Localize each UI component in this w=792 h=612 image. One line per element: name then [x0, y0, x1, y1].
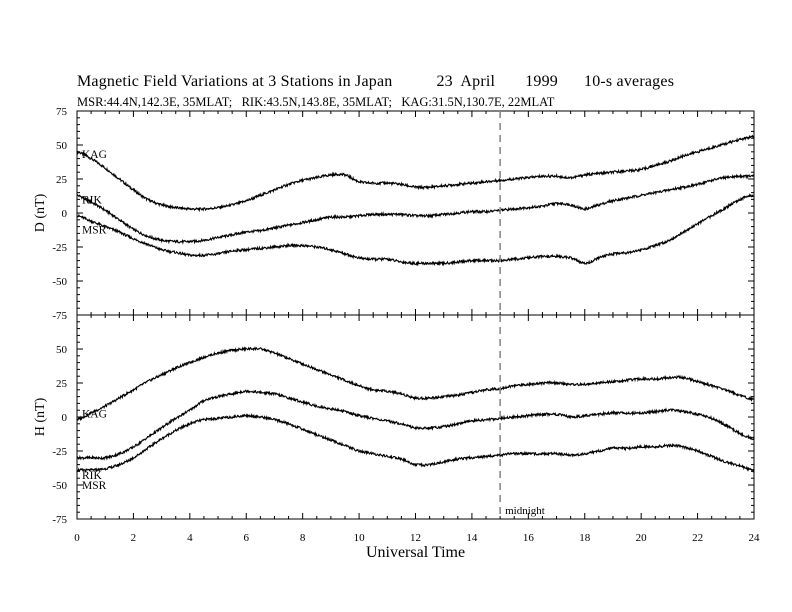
x-tick-label: 12 [410, 532, 421, 544]
x-tick-label: 0 [74, 532, 80, 544]
x-tick-label: 2 [131, 532, 137, 544]
y-tick-label: 75 [56, 106, 68, 118]
series-line-rik-1 [76, 173, 755, 245]
x-tick-label: 10 [354, 532, 366, 544]
midnight-annotation: midnight [505, 505, 545, 517]
y-axis-label-1: D (nT) [33, 193, 48, 232]
y-tick-label: -75 [52, 514, 67, 526]
x-tick-label: 14 [466, 532, 478, 544]
y-tick-label: 25 [56, 174, 68, 186]
y-tick-label: -25 [52, 242, 67, 254]
chart-title-averaging: 10-s averages [584, 73, 675, 90]
y-tick-label: 50 [56, 140, 68, 152]
x-tick-label: 16 [523, 532, 535, 544]
series-label-rik-2: RIK [82, 470, 103, 482]
x-axis-label: Universal Time [366, 544, 465, 561]
x-tick-label: 6 [244, 532, 250, 544]
y-tick-label: -50 [52, 480, 67, 492]
series-line-kag-2 [76, 346, 755, 422]
series-label-kag-2: KAG [82, 409, 107, 421]
chart-title-year: 1999 [525, 73, 558, 90]
series-label-rik-1: RIK [82, 194, 103, 206]
x-tick-label: 4 [187, 532, 193, 544]
series-label-msr-2: MSR [82, 480, 107, 492]
x-tick-label: 8 [300, 532, 306, 544]
y-tick-label: 0 [62, 208, 68, 220]
y-tick-label: 0 [62, 412, 68, 424]
y-tick-label: -75 [52, 310, 67, 322]
series-line-kag-1 [76, 134, 755, 213]
x-tick-label: 18 [579, 532, 591, 544]
chart-title: Magnetic Field Variations at 3 Stations … [77, 73, 674, 91]
series-line-rik-2 [76, 389, 755, 461]
chart-subtitle: MSR:44.4N,142.3E, 35MLAT; RIK:43.5N,143.… [77, 95, 555, 109]
x-tick-label: 20 [636, 532, 648, 544]
y-tick-label: -50 [52, 276, 67, 288]
series-label-msr-1: MSR [82, 225, 107, 237]
series-line-msr-1 [76, 193, 755, 267]
y-axis-label-2: H (nT) [33, 397, 48, 436]
y-tick-label: 25 [56, 378, 68, 390]
x-tick-label: 24 [749, 532, 761, 544]
chart-title-main: Magnetic Field Variations at 3 Stations … [77, 73, 393, 90]
x-tick-label: 22 [692, 532, 703, 544]
chart-title-date: 23 April [436, 73, 496, 90]
y-tick-label: 50 [56, 344, 68, 356]
series-line-msr-2 [76, 412, 755, 474]
series-label-kag-1: KAG [82, 149, 107, 161]
panel-frame-1 [76, 110, 755, 316]
y-tick-label: -25 [52, 446, 67, 458]
